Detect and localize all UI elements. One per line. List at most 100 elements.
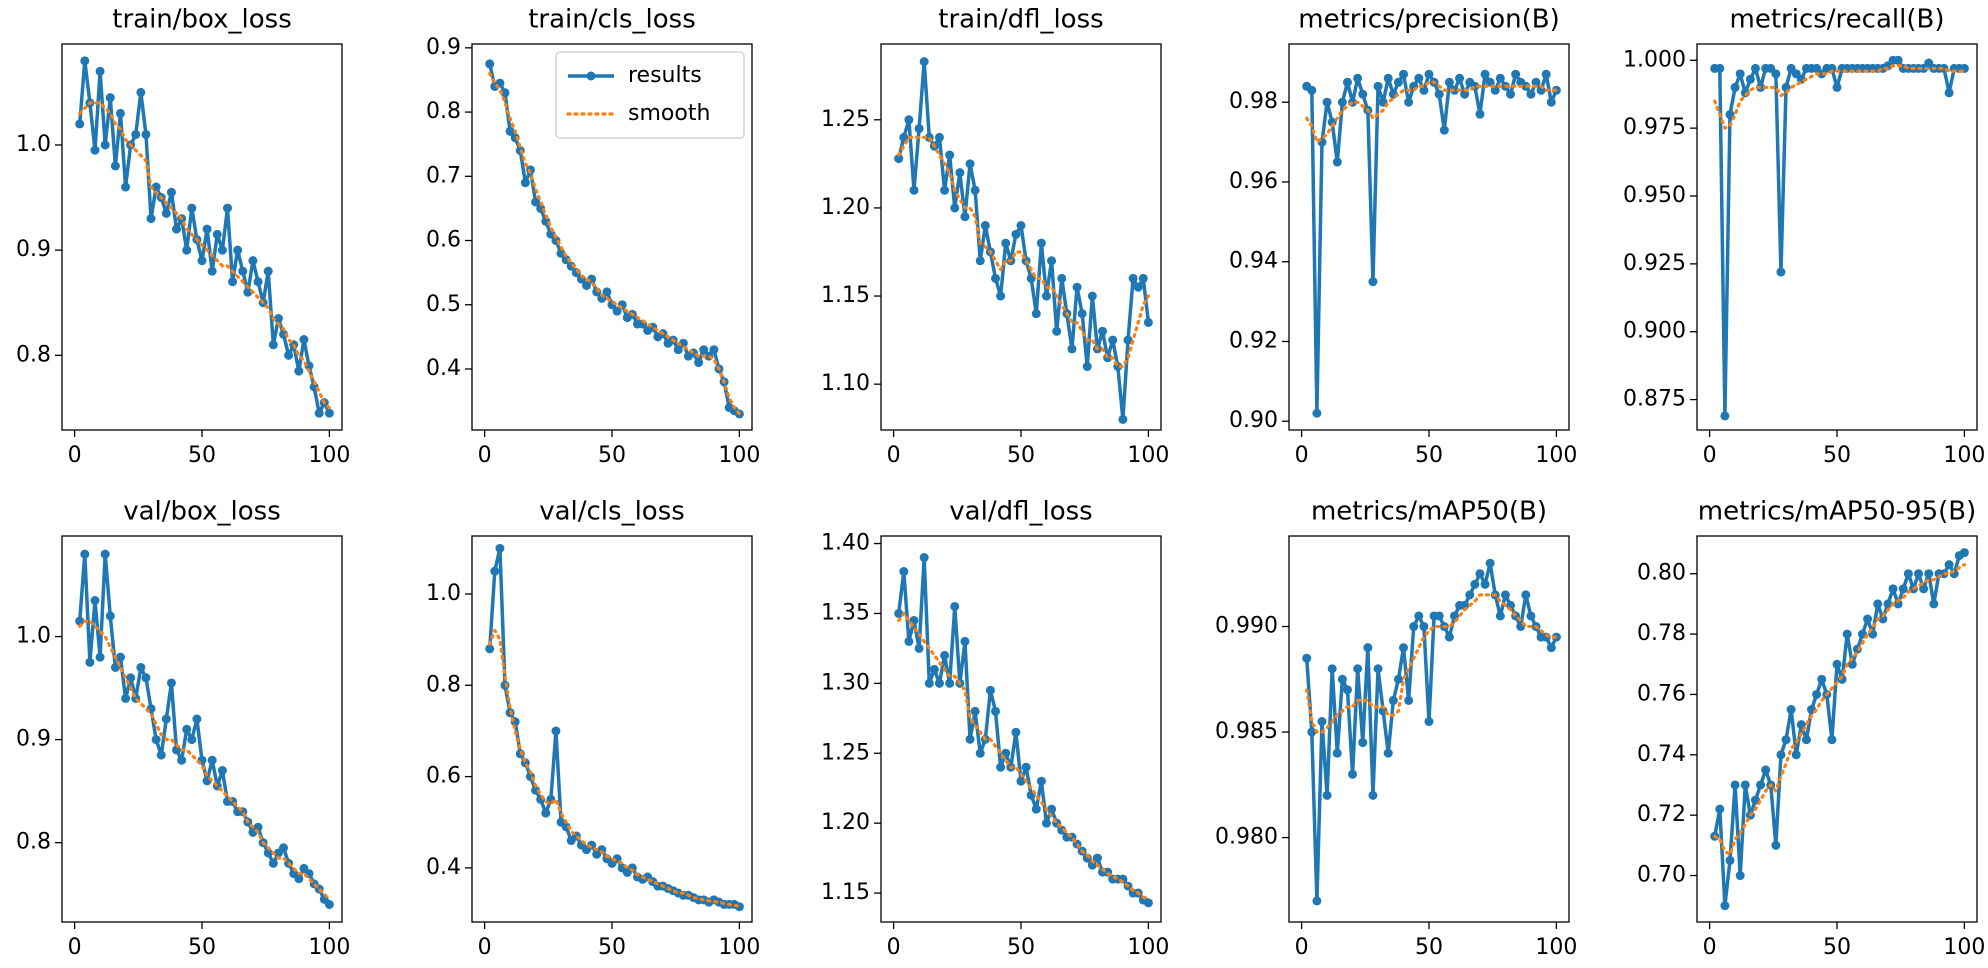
x-tick-label: 100 <box>1943 935 1985 960</box>
results-marker <box>1817 674 1827 684</box>
smooth-line <box>488 71 741 416</box>
results-marker <box>919 57 929 67</box>
y-tick-label: 0.900 <box>1623 319 1686 344</box>
x-tick-label: 0 <box>68 443 82 468</box>
results-marker <box>699 345 709 355</box>
results-marker <box>182 724 192 734</box>
results-marker <box>1368 790 1378 800</box>
results-marker <box>324 408 334 418</box>
y-tick-label: 0.7 <box>426 163 461 188</box>
results-marker <box>1138 273 1148 283</box>
plot-frame <box>1288 535 1570 923</box>
results-marker <box>894 154 904 164</box>
results-marker <box>495 543 505 553</box>
results-marker <box>75 616 85 626</box>
results-marker <box>1720 901 1730 911</box>
results-marker <box>1730 780 1740 790</box>
plot-frame <box>1696 535 1978 923</box>
y-tick-label: 0.6 <box>426 228 461 253</box>
y-tick-label: 0.990 <box>1215 614 1278 639</box>
x-tick-label: 0 <box>1703 443 1717 468</box>
results-marker <box>970 185 980 195</box>
results-marker <box>182 245 192 255</box>
subplot: train/cls_loss 0 50 100 0.4 0.5 0.6 0.7 0.8 0.9 re… <box>426 5 760 469</box>
subplot-title: val/cls_loss <box>539 497 685 527</box>
results-marker <box>1031 309 1041 319</box>
smooth-line <box>1713 64 1966 130</box>
results-marker <box>1863 614 1873 624</box>
results-marker <box>904 115 914 125</box>
results-marker <box>1353 664 1363 674</box>
y-tick-label: 0.9 <box>16 237 51 262</box>
results-marker <box>945 678 955 688</box>
results-marker <box>950 601 960 611</box>
x-tick-label: 50 <box>1823 935 1851 960</box>
results-marker <box>520 178 530 188</box>
y-tick-label: 0.74 <box>1637 742 1686 767</box>
results-marker <box>1041 291 1051 301</box>
y-tick-label: 0.80 <box>1637 561 1686 586</box>
x-tick-label: 100 <box>1127 443 1169 468</box>
results-marker <box>1128 273 1138 283</box>
results-marker <box>115 652 125 662</box>
results-marker <box>1485 77 1495 87</box>
results-marker <box>1047 804 1057 814</box>
x-tick-label: 50 <box>188 443 216 468</box>
results-marker <box>1490 85 1500 95</box>
results-marker <box>1011 229 1021 239</box>
results-marker <box>1475 109 1485 119</box>
subplot: metrics/mAP50(B) 0 50 100 0.980 0.985 0.990 <box>1215 497 1577 961</box>
results-marker <box>904 636 914 646</box>
y-tick-label: 0.4 <box>426 356 461 381</box>
results-marker <box>1873 599 1883 609</box>
results-marker <box>1414 73 1424 83</box>
results-marker <box>975 748 985 758</box>
results-marker <box>1500 590 1510 600</box>
results-marker <box>1878 614 1888 624</box>
results-marker <box>105 611 115 621</box>
results-marker <box>263 848 273 858</box>
results-marker <box>1715 804 1725 814</box>
results-marker <box>1409 622 1419 632</box>
results-marker <box>1725 110 1735 120</box>
results-marker <box>1781 735 1791 745</box>
results-marker <box>263 266 273 276</box>
y-tick-label: 1.0 <box>16 624 51 649</box>
results-marker <box>500 88 510 98</box>
results-marker <box>1302 653 1312 663</box>
subplot: train/dfl_loss 0 50 100 1.10 1.15 1.20 1.25 <box>821 5 1169 469</box>
results-marker <box>1393 77 1403 87</box>
x-tick-label: 0 <box>1703 935 1717 960</box>
results-marker <box>1944 560 1954 570</box>
results-marker <box>1383 748 1393 758</box>
results-marker <box>485 59 495 69</box>
x-tick-label: 100 <box>308 935 350 960</box>
y-tick-label: 0.4 <box>426 855 461 880</box>
results-marker <box>1373 664 1383 674</box>
y-tick-label: 0.980 <box>1215 825 1278 850</box>
results-marker <box>1444 632 1454 642</box>
x-tick-label: 0 <box>887 443 901 468</box>
x-tick-label: 50 <box>598 935 626 960</box>
results-marker <box>991 273 1001 283</box>
plot-frame <box>471 43 753 431</box>
x-tick-label: 50 <box>188 935 216 960</box>
results-marker <box>1475 569 1485 579</box>
results-marker <box>243 287 253 297</box>
smooth-line <box>897 135 1150 369</box>
results-marker <box>1776 267 1786 277</box>
results-marker <box>673 345 683 355</box>
results-marker <box>1348 769 1358 779</box>
results-line <box>1714 58 1965 418</box>
results-marker <box>177 755 187 765</box>
y-tick-label: 1.15 <box>821 283 870 308</box>
results-marker <box>161 208 171 218</box>
x-tick-label: 50 <box>598 443 626 468</box>
results-marker <box>146 214 156 224</box>
results-marker <box>1929 599 1939 609</box>
smooth-line <box>1305 80 1558 144</box>
results-marker <box>1480 69 1490 79</box>
results-marker <box>612 306 622 316</box>
y-tick-label: 0.5 <box>426 292 461 317</box>
results-marker <box>1133 282 1143 292</box>
